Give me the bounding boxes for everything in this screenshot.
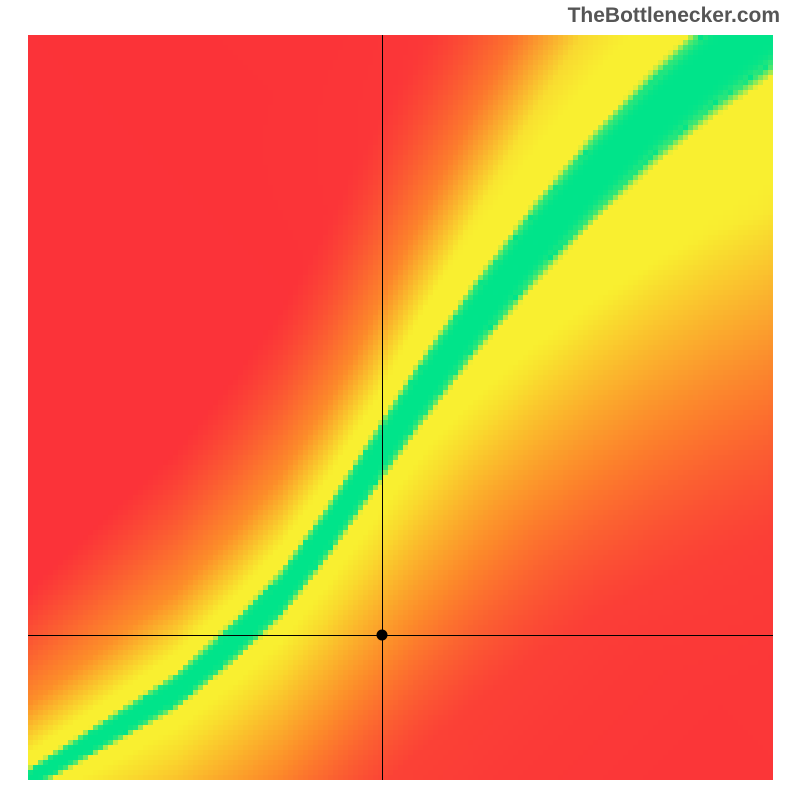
heatmap-canvas (28, 35, 773, 780)
watermark-text: TheBottlenecker.com (568, 4, 780, 28)
heatmap-plot (28, 35, 773, 780)
crosshair-vertical (382, 35, 383, 780)
crosshair-dot (376, 629, 387, 640)
crosshair-horizontal (28, 635, 773, 636)
